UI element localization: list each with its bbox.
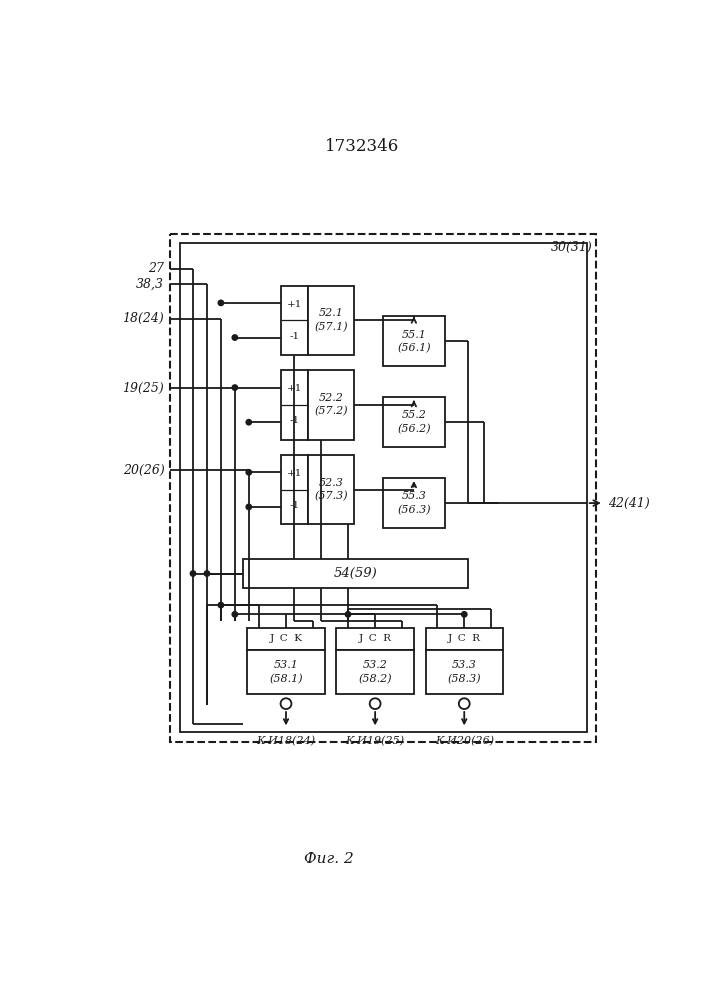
Text: +1: +1 [286,384,302,393]
Text: 42(41): 42(41) [609,497,650,510]
Text: 27: 27 [148,262,164,275]
Circle shape [232,385,238,390]
Bar [383,316,445,366]
Text: 55.3
(56.3): 55.3 (56.3) [397,491,431,515]
Circle shape [204,571,210,576]
Text: 52.3
(57.3): 52.3 (57.3) [314,478,348,501]
Bar [337,628,414,650]
Bar [170,234,596,742]
Text: J  C  R: J C R [448,634,481,643]
Text: 53.3
(58.3): 53.3 (58.3) [448,660,481,684]
Text: 52.2
(57.2): 52.2 (57.2) [314,393,348,417]
Text: 52.1
(57.1): 52.1 (57.1) [314,308,348,332]
Bar [383,397,445,447]
Bar [337,650,414,694]
Text: 19(25): 19(25) [122,381,164,394]
Text: К И19(25): К И19(25) [346,736,404,746]
Text: 55.2
(56.2): 55.2 (56.2) [397,410,431,434]
Text: 20(26): 20(26) [122,464,164,477]
Text: 53.2
(58.2): 53.2 (58.2) [358,660,392,684]
Circle shape [232,612,238,617]
Circle shape [246,420,252,425]
Text: 38,3: 38,3 [136,278,164,291]
Bar [308,370,354,440]
Text: J  C  K: J C K [269,634,303,643]
Bar [383,478,445,528]
Text: К И18(24): К И18(24) [257,736,315,746]
Circle shape [345,612,351,617]
Text: 53.1
(58.1): 53.1 (58.1) [269,660,303,684]
Text: +1: +1 [286,300,302,309]
Bar [243,559,468,588]
Bar [281,455,308,524]
Text: 30(31): 30(31) [550,241,592,254]
Circle shape [246,504,252,510]
Bar [180,243,587,732]
Text: 18(24): 18(24) [122,312,164,325]
Text: Фиг. 2: Фиг. 2 [304,852,354,866]
Text: -1: -1 [289,501,299,510]
Text: -1: -1 [289,416,299,425]
Circle shape [232,335,238,340]
Circle shape [190,571,196,576]
Bar [426,650,503,694]
Bar [281,370,308,440]
Bar [281,286,308,355]
Circle shape [462,612,467,617]
Circle shape [218,602,223,608]
Text: -1: -1 [289,332,299,341]
Text: +1: +1 [286,469,302,478]
Bar [247,628,325,650]
Bar [308,286,354,355]
Bar [308,455,354,524]
Text: J  C  R: J C R [358,634,392,643]
Bar [247,650,325,694]
Text: 55.1
(56.1): 55.1 (56.1) [397,330,431,353]
Text: 54(59): 54(59) [334,567,378,580]
Circle shape [246,470,252,475]
Bar [426,628,503,650]
Text: 1732346: 1732346 [325,138,399,155]
Circle shape [218,300,223,306]
Text: К И20(26): К И20(26) [435,736,493,746]
